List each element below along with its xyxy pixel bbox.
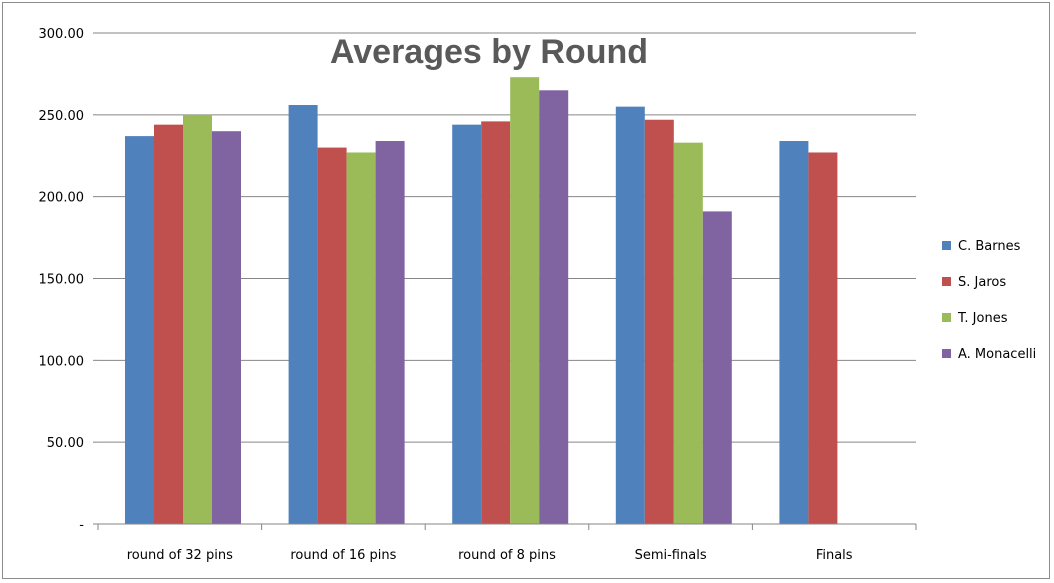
x-tick-label: round of 32 pins — [127, 548, 233, 563]
bar-chart: - 50.00 100.00 150.00 200.00 250.00 300.00 rou… — [39, 27, 1037, 563]
legend-swatch — [942, 313, 951, 322]
bar-c-barnes-1 — [288, 105, 318, 524]
bar-s-jaros-4 — [808, 152, 838, 524]
y-tick-label: 250.00 — [39, 109, 85, 124]
legend-swatch — [942, 277, 951, 286]
legend-label: C. Barnes — [958, 239, 1021, 254]
bar-c-barnes-4 — [779, 141, 809, 524]
bar-a-monacelli-0 — [212, 131, 241, 524]
bar-t-jones-3 — [673, 142, 703, 524]
bar-a-monacelli-2 — [539, 90, 569, 525]
y-axis-ticks: - 50.00 100.00 150.00 200.00 250.00 300.00 — [39, 27, 98, 533]
y-tick-label: 50.00 — [47, 436, 84, 451]
chart-title: Averages by Round — [330, 33, 648, 71]
x-tick-label: round of 16 pins — [290, 548, 396, 563]
bar-t-jones-0 — [183, 114, 212, 524]
bar-s-jaros-0 — [154, 124, 183, 525]
bars — [125, 77, 838, 525]
bar-c-barnes-3 — [615, 106, 645, 525]
x-tick-label: Finals — [816, 548, 853, 563]
legend-label: T. Jones — [957, 311, 1008, 326]
bar-t-jones-1 — [346, 152, 376, 524]
bar-s-jaros-3 — [644, 119, 674, 524]
bar-c-barnes-2 — [452, 124, 482, 525]
bar-a-monacelli-3 — [702, 211, 732, 524]
y-tick-label: 100.00 — [39, 354, 85, 369]
bar-s-jaros-1 — [317, 147, 347, 525]
y-tick-label: 300.00 — [39, 27, 85, 42]
legend-swatch — [942, 349, 951, 358]
y-tick-label: - — [79, 518, 84, 533]
x-axis-ticks: round of 32 pins round of 16 pins round of… — [97, 524, 917, 563]
y-tick-label: 150.00 — [39, 273, 85, 288]
bar-a-monacelli-1 — [375, 141, 405, 524]
bar-c-barnes-0 — [125, 136, 154, 525]
bar-s-jaros-2 — [481, 121, 511, 524]
y-tick-label: 200.00 — [39, 191, 85, 206]
x-tick-label: Semi-finals — [635, 548, 707, 563]
x-tick-label: round of 8 pins — [458, 548, 556, 563]
legend-label: S. Jaros — [958, 275, 1006, 290]
legend-label: A. Monacelli — [958, 347, 1036, 362]
bar-t-jones-2 — [510, 77, 540, 524]
legend: C. Barnes S. Jaros T. Jones A. Monacelli — [942, 239, 1036, 362]
legend-swatch — [942, 241, 951, 250]
